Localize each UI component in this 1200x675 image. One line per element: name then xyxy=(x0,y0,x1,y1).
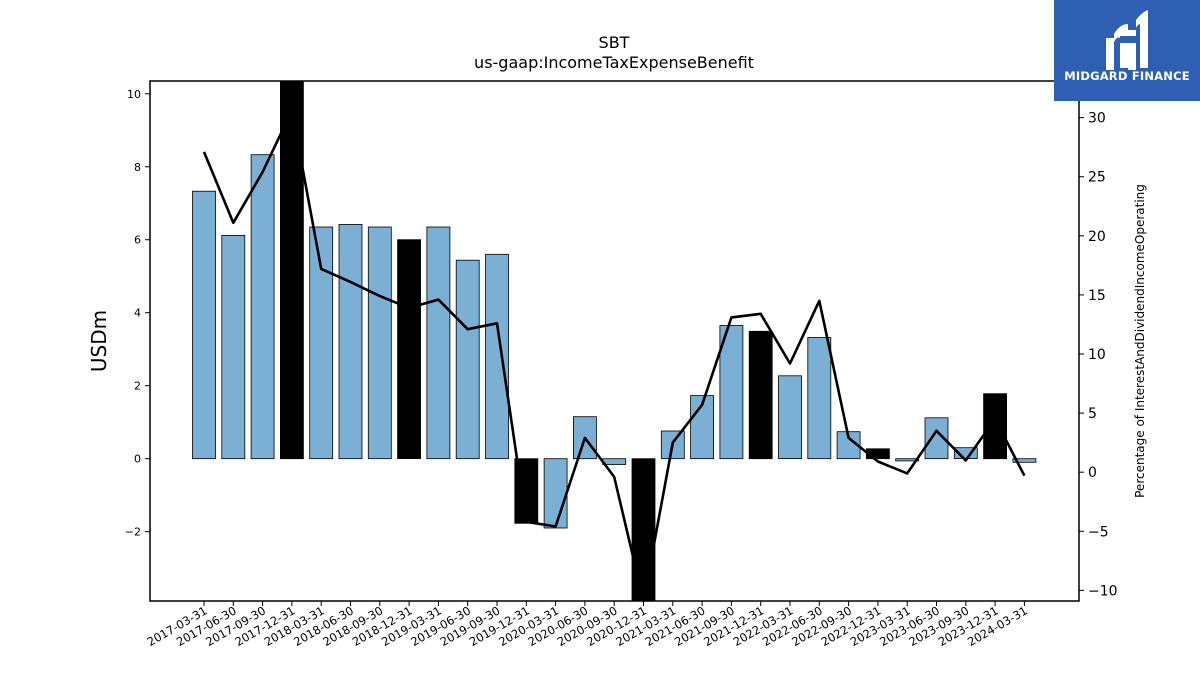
logo-mark-icon xyxy=(1106,10,1148,70)
bar-2017-12-31 xyxy=(279,80,304,460)
bars-layer xyxy=(192,80,1037,602)
logo-text: MIDGARD FINANCE xyxy=(1064,69,1190,83)
bar-2020-12-31 xyxy=(631,458,656,602)
bar-2021-09-30 xyxy=(719,325,744,460)
bar-2018-12-31 xyxy=(397,239,422,459)
right-tick-label: 25 xyxy=(1088,170,1106,186)
bar-2017-03-31 xyxy=(192,190,216,460)
right-tick-label: 0 xyxy=(1088,465,1097,481)
y2-axis-label: Percentage of InterestAndDividendIncomeO… xyxy=(1133,184,1147,498)
right-tick-label: 20 xyxy=(1088,229,1106,245)
bar-2022-06-30 xyxy=(807,337,832,460)
left-tick-label: 8 xyxy=(134,161,141,174)
right-tick-label: 15 xyxy=(1088,288,1106,304)
left-tick-label: −2 xyxy=(125,526,141,539)
right-tick-label: −10 xyxy=(1088,583,1118,599)
bar-2017-09-30 xyxy=(250,154,275,460)
left-tick-label: 2 xyxy=(134,380,141,393)
chart-subtitle: us-gaap:IncomeTaxExpenseBenefit xyxy=(474,53,754,72)
bar-2018-06-30 xyxy=(338,223,363,460)
bar-2022-03-31 xyxy=(778,375,802,459)
right-tick-label: −5 xyxy=(1088,524,1109,540)
chart-title: SBT xyxy=(599,33,630,52)
left-tick-label: 4 xyxy=(134,307,141,320)
brand-logo: MIDGARD FINANCE xyxy=(1054,0,1200,101)
left-tick-label: 0 xyxy=(134,453,141,466)
right-tick-label: 5 xyxy=(1088,406,1097,422)
bar-2023-06-30 xyxy=(924,417,949,460)
bar-2021-12-31 xyxy=(748,330,773,460)
bar-2019-09-30 xyxy=(485,253,509,460)
bar-2023-12-31 xyxy=(983,393,1007,460)
bar-2024-03-31 xyxy=(1012,458,1037,463)
bar-2020-03-31 xyxy=(543,458,568,529)
bar-2023-03-31 xyxy=(895,458,920,462)
bar-2018-09-30 xyxy=(367,226,392,460)
bar-2019-06-30 xyxy=(455,259,480,460)
left-tick-label: 6 xyxy=(134,234,141,247)
right-tick-label: 30 xyxy=(1088,111,1106,127)
line-layer xyxy=(202,109,1026,603)
left-tick-label: 10 xyxy=(127,88,141,101)
bar-2017-06-30 xyxy=(221,234,246,460)
right-tick-label: 10 xyxy=(1088,347,1106,363)
x-axis: 2017-03-312017-06-302017-09-302017-12-31… xyxy=(145,601,1030,649)
percentage-line xyxy=(202,109,1026,603)
bar-2020-09-30 xyxy=(602,458,627,465)
y-axis-label: USDm xyxy=(87,310,111,372)
bar-2019-03-31 xyxy=(426,226,451,460)
right-axis: −10 −5 0 5 10 15 20 25 30 xyxy=(1079,111,1118,599)
left-axis: −2 0 2 4 6 8 10 xyxy=(125,88,150,539)
bar-2018-03-31 xyxy=(309,226,334,460)
